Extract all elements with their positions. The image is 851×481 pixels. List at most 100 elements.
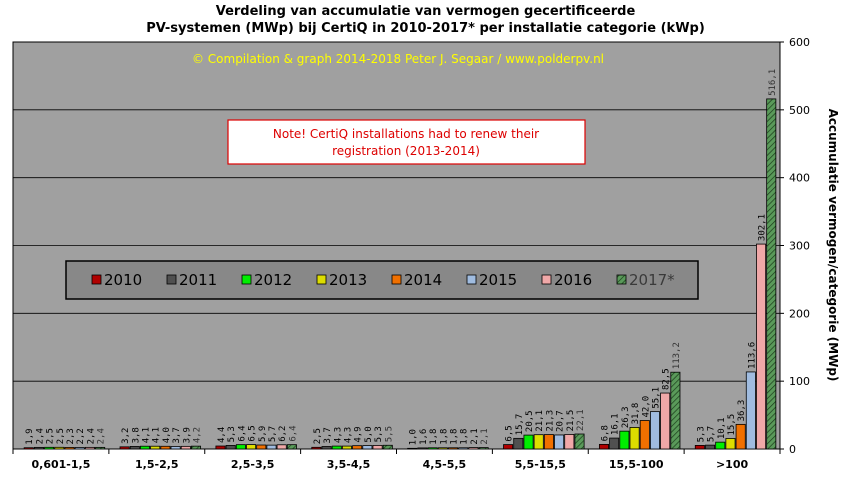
y-tick-label: 100	[789, 375, 810, 388]
bar-2017	[670, 371, 681, 450]
bar-2016	[564, 434, 575, 450]
bar-2016	[468, 447, 479, 450]
data-label: 55,1	[651, 387, 661, 409]
bar-2012	[140, 445, 151, 450]
bar-2013	[54, 446, 65, 450]
x-tick-label: 1,5-2,5	[135, 458, 179, 471]
bar-2015	[458, 447, 469, 450]
data-label: 22,1	[576, 409, 586, 431]
data-label: 5,9	[258, 426, 268, 442]
data-label: 4,3	[333, 427, 343, 443]
data-label: 4,1	[152, 427, 162, 443]
legend-label: 2017*	[629, 271, 675, 289]
bar-2010	[407, 447, 418, 450]
data-label: 15,5	[727, 414, 737, 436]
data-label: 4,0	[162, 427, 172, 443]
data-label: 2,5	[46, 428, 56, 444]
legend-label: 2016	[554, 271, 592, 289]
data-label: 6,2	[278, 426, 288, 442]
y-tick-label: 500	[789, 104, 810, 117]
legend-label: 2010	[104, 271, 142, 289]
data-label: 3,8	[131, 427, 141, 443]
data-label: 5,3	[374, 426, 384, 442]
bar-2011	[225, 445, 236, 450]
data-label: 1,8	[450, 429, 460, 445]
data-label: 1,0	[409, 429, 419, 445]
bar-2013	[150, 445, 161, 450]
note-text-line: registration (2013-2014)	[332, 144, 480, 158]
legend-swatch	[616, 274, 627, 285]
data-label: 5,7	[707, 426, 717, 442]
data-label: 3,7	[323, 427, 333, 443]
bar-2016	[756, 243, 767, 450]
y-tick-label: 300	[789, 240, 810, 253]
data-label: 21,1	[535, 410, 545, 432]
copyright-text: © Compilation & graph 2014-2018 Peter J.…	[192, 52, 604, 66]
y-axis-label: Accumulatie vermogen/categorie (MWp)	[826, 109, 840, 382]
bar-2010	[23, 447, 34, 450]
bar-2017	[286, 444, 297, 450]
bar-2011	[417, 447, 428, 450]
data-label: 4,2	[193, 427, 203, 443]
data-label: 5,5	[384, 426, 394, 442]
x-tick-label: 5,5-15,5	[515, 458, 566, 471]
data-label: 2,1	[470, 428, 480, 444]
data-label: 26,3	[621, 406, 631, 428]
bar-2017	[478, 447, 489, 450]
bar-2014	[448, 447, 459, 450]
data-label: 31,8	[631, 403, 641, 425]
bar-2014	[639, 420, 650, 450]
bar-2017	[382, 444, 393, 450]
bar-2015	[649, 411, 660, 450]
bar-2011	[513, 437, 524, 450]
data-label: 42,0	[641, 396, 651, 418]
bar-2010	[311, 446, 322, 450]
x-tick-label: >100	[716, 458, 749, 471]
data-label: 1,8	[439, 429, 449, 445]
legend-swatch	[316, 274, 327, 285]
data-label: 4,9	[354, 426, 364, 442]
data-label: 4,4	[217, 427, 227, 443]
data-label: 5,7	[268, 426, 278, 442]
bar-2012	[44, 446, 55, 450]
data-label: 3,9	[182, 427, 192, 443]
data-label: 6,4	[288, 425, 298, 441]
bar-2011	[33, 446, 44, 450]
data-label: 4,1	[142, 427, 152, 443]
data-label: 10,1	[717, 417, 727, 439]
x-tick-label: 3,5-4,5	[327, 458, 371, 471]
bar-2017	[574, 433, 585, 450]
bar-2013	[725, 438, 736, 450]
data-label: 3,2	[121, 428, 131, 444]
data-label: 20,5	[525, 410, 535, 432]
bar-2015	[554, 434, 565, 450]
bar-2017	[191, 445, 202, 450]
bar-2011	[609, 437, 620, 450]
bar-2014	[160, 445, 171, 450]
data-label: 1,6	[419, 429, 429, 445]
bar-2015	[745, 371, 756, 450]
bar-2011	[321, 446, 332, 450]
bar-2010	[694, 445, 705, 450]
data-label: 16,1	[611, 413, 621, 435]
data-label: 2,4	[86, 428, 96, 444]
data-label: 516,1	[768, 69, 778, 96]
data-label: 302,1	[758, 214, 768, 241]
bar-2012	[619, 430, 630, 450]
bar-2011	[129, 446, 140, 450]
legend-label: 2013	[329, 271, 367, 289]
note-text-line: Note! CertiQ installations had to renew …	[273, 127, 539, 141]
x-tick-label: 4,5-5,5	[423, 458, 467, 471]
data-label: 2,5	[313, 428, 323, 444]
note-box	[227, 119, 586, 165]
data-label: 2,1	[480, 428, 490, 444]
bar-2014	[352, 445, 363, 450]
bar-2016	[660, 392, 671, 450]
data-label: 2,4	[97, 428, 107, 444]
bar-2012	[427, 447, 438, 450]
data-label: 1,9	[25, 428, 35, 444]
legend-swatch	[241, 274, 252, 285]
bar-2015	[362, 445, 373, 450]
data-label: 1,8	[460, 429, 470, 445]
